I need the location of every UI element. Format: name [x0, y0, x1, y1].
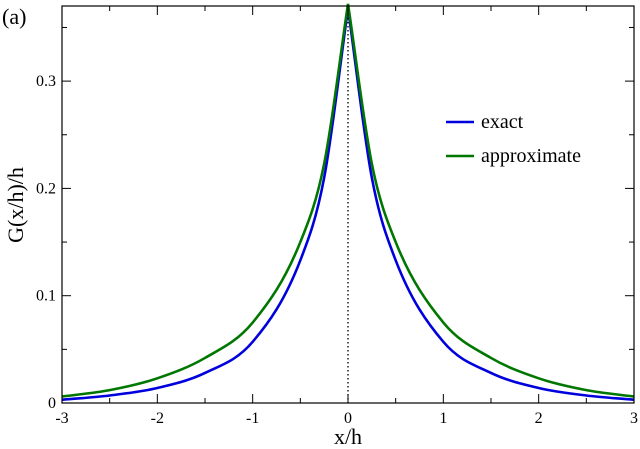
y-tick-label: 0: [48, 395, 56, 412]
y-tick-label: 0.3: [36, 73, 56, 90]
axis-ticks: [61, 6, 635, 404]
tick-labels: -3 -2 -1 0 1 2 3 0 0.1 0.2 0.3: [36, 73, 638, 427]
x-tick-label: 2: [535, 410, 543, 427]
x-axis-label: x/h: [334, 424, 362, 449]
y-axis-label: G(x/h)/h: [3, 167, 28, 243]
x-tick-label: -1: [246, 410, 259, 427]
x-tick-label: 0: [344, 410, 352, 427]
x-tick-label: -2: [151, 410, 164, 427]
legend-label-approximate: approximate: [481, 145, 581, 167]
plot-curves: [61, 3, 635, 402]
series-line-exact: [61, 7, 635, 402]
x-tick-label: 1: [439, 410, 447, 427]
legend-label-exact: exact: [481, 111, 524, 133]
panel-label: (a): [2, 4, 26, 29]
y-tick-label: 0.1: [36, 288, 56, 305]
legend: exact approximate: [446, 111, 581, 167]
x-tick-label: 3: [630, 410, 638, 427]
series-line-approximate: [61, 3, 635, 398]
x-tick-label: -3: [55, 410, 68, 427]
y-tick-label: 0.2: [36, 180, 56, 197]
